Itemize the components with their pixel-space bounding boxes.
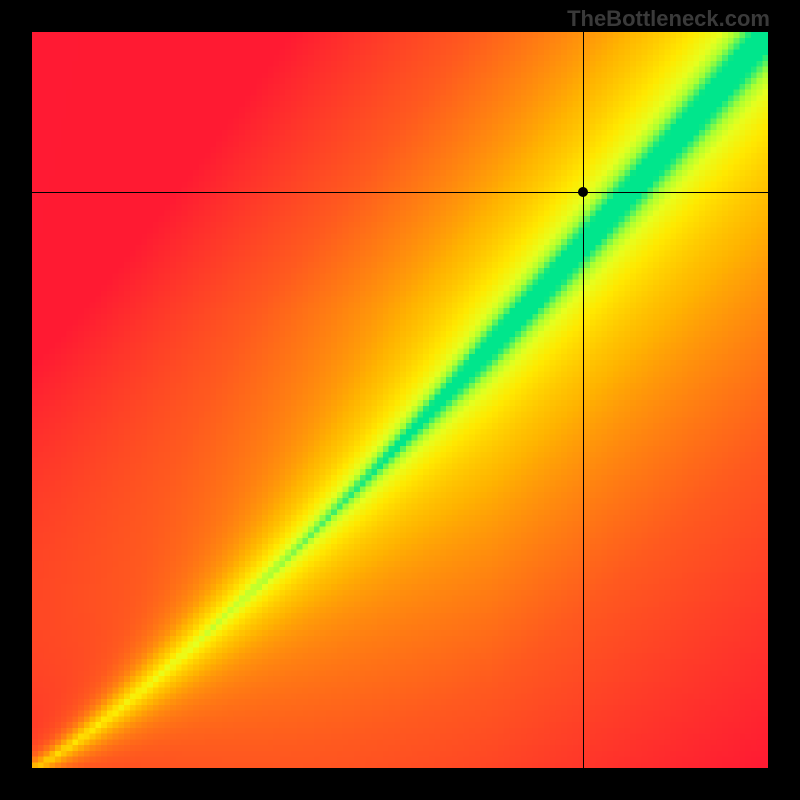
crosshair-horizontal (32, 192, 768, 193)
watermark-text: TheBottleneck.com (567, 6, 770, 32)
heatmap-canvas (32, 32, 768, 768)
crosshair-marker (578, 187, 588, 197)
crosshair-vertical (583, 32, 584, 768)
bottleneck-heatmap (32, 32, 768, 768)
